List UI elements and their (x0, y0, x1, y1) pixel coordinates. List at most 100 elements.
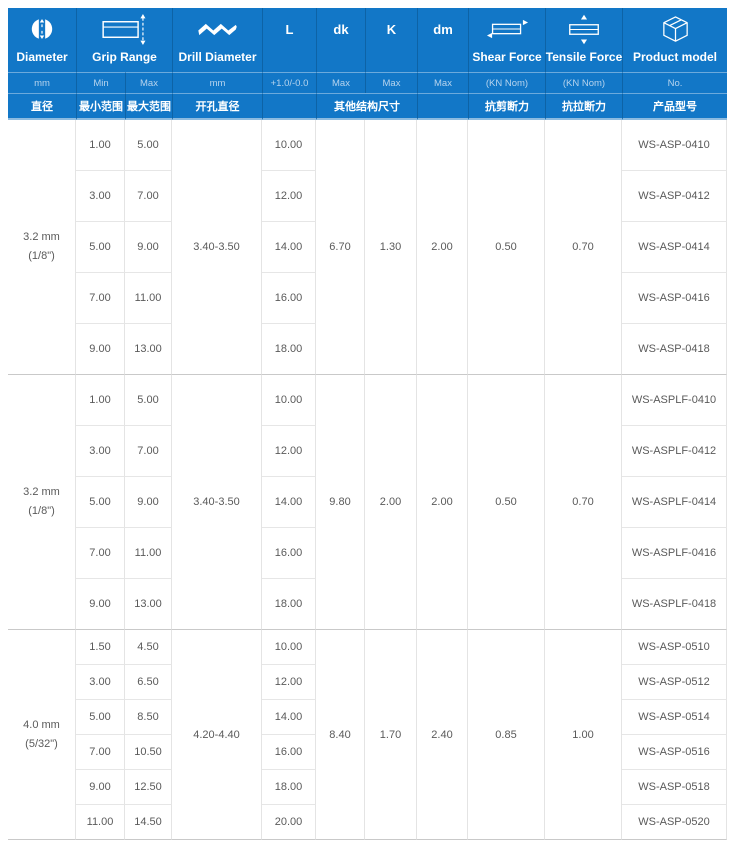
cell-dm: 2.40 (417, 630, 468, 840)
diameter-icon (29, 8, 55, 50)
cell-grip-max: 11.00 (125, 273, 172, 324)
cell-product-model: WS-ASP-0520 (622, 805, 727, 840)
table-row: 9.00 12.50 18.00 WS-ASP-0518 (8, 770, 727, 805)
cell-tensile-force: 1.00 (545, 630, 622, 840)
cell-dm: 2.00 (417, 375, 468, 630)
table-row: 5.00 9.00 14.00 WS-ASPLF-0414 (8, 477, 727, 528)
col-product-model: Product model (622, 8, 727, 72)
table-row: 9.00 13.00 18.00 WS-ASP-0418 (8, 324, 727, 375)
cell-length: 10.00 (262, 120, 316, 171)
cell-grip-max: 6.50 (125, 665, 172, 700)
cn-grip-min: 最小范围 (76, 93, 125, 120)
col-dm: dm (417, 8, 468, 72)
table-row: 5.00 8.50 14.00 WS-ASP-0514 (8, 700, 727, 735)
unit-k: Max (365, 72, 417, 93)
cn-dm (417, 93, 468, 120)
header-chinese-row: 直径 最小范围 最大范围 开孔直径 其他结构尺寸 抗剪断力 抗拉断力 产品型号 (8, 93, 727, 120)
unit-length: +1.0/-0.0 (262, 72, 316, 93)
cell-product-model: WS-ASP-0414 (622, 222, 727, 273)
cell-length: 18.00 (262, 324, 316, 375)
cell-grip-max: 8.50 (125, 700, 172, 735)
table-row: 7.00 10.50 16.00 WS-ASP-0516 (8, 735, 727, 770)
cell-dk: 6.70 (316, 120, 365, 375)
cell-drill-diameter: 3.40-3.50 (172, 120, 262, 375)
grip-range-icon (101, 8, 148, 50)
unit-dm: Max (417, 72, 468, 93)
cell-length: 18.00 (262, 579, 316, 630)
cell-grip-min: 3.00 (76, 665, 125, 700)
cell-shear-force: 0.85 (468, 630, 545, 840)
cell-grip-max: 5.00 (125, 375, 172, 426)
cell-grip-min: 7.00 (76, 528, 125, 579)
cn-model: 产品型号 (622, 93, 727, 120)
cn-diameter: 直径 (8, 93, 76, 120)
cell-length: 18.00 (262, 770, 316, 805)
cell-length: 10.00 (262, 630, 316, 665)
cell-grip-min: 1.00 (76, 375, 125, 426)
cell-grip-min: 11.00 (76, 805, 125, 840)
unit-tensile: (KN Nom) (545, 72, 622, 93)
cell-tensile-force: 0.70 (545, 375, 622, 630)
cell-grip-min: 9.00 (76, 324, 125, 375)
unit-drill: mm (172, 72, 262, 93)
header-icon-row: Diameter Grip Range (8, 8, 727, 72)
cell-k: 2.00 (365, 375, 417, 630)
table-row: 3.2 mm (1/8") 1.00 5.00 3.40-3.50 10.00 6.70 1.… (8, 120, 727, 375)
cell-dk: 9.80 (316, 375, 365, 630)
cell-tensile-force: 0.70 (545, 120, 622, 375)
cell-drill-diameter: 4.20-4.40 (172, 630, 262, 840)
table-row: 3.00 7.00 12.00 WS-ASPLF-0412 (8, 426, 727, 477)
cell-length: 16.00 (262, 735, 316, 770)
cell-grip-min: 1.00 (76, 120, 125, 171)
cell-grip-max: 7.00 (125, 426, 172, 477)
col-grip-range: Grip Range (76, 8, 172, 72)
cell-length: 12.00 (262, 171, 316, 222)
cell-diameter: 4.0 mm (5/32") (8, 630, 76, 840)
product-box-icon (659, 8, 692, 50)
cell-product-model: WS-ASP-0410 (622, 120, 727, 171)
cell-length: 12.00 (262, 426, 316, 477)
cell-shear-force: 0.50 (468, 120, 545, 375)
cell-product-model: WS-ASPLF-0410 (622, 375, 727, 426)
cell-product-model: WS-ASP-0412 (622, 171, 727, 222)
header-unit-row: mm Min Max mm +1.0/-0.0 Max Max Max (KN … (8, 72, 727, 93)
col-k: K (365, 8, 417, 72)
cell-dm: 2.00 (417, 120, 468, 375)
cell-length: 14.00 (262, 477, 316, 528)
col-drill-diameter: Drill Diameter (172, 8, 262, 72)
cn-other-dims: 其他结构尺寸 (316, 93, 417, 120)
col-grip-range-label: Grip Range (92, 50, 157, 64)
cell-product-model: WS-ASP-0514 (622, 700, 727, 735)
tensile-force-icon (565, 8, 603, 50)
cell-grip-max: 7.00 (125, 171, 172, 222)
table-header: Diameter Grip Range (8, 8, 727, 120)
table-row: 7.00 11.00 16.00 WS-ASP-0416 (8, 273, 727, 324)
cell-product-model: WS-ASP-0418 (622, 324, 727, 375)
cell-grip-min: 5.00 (76, 222, 125, 273)
unit-grip-max: Max (125, 72, 172, 93)
unit-grip-min: Min (76, 72, 125, 93)
cell-grip-min: 7.00 (76, 273, 125, 324)
unit-dk: Max (316, 72, 365, 93)
col-dk: dk (316, 8, 365, 72)
cell-grip-min: 3.00 (76, 426, 125, 477)
col-shear-force: Shear Force (468, 8, 545, 72)
cell-dk: 8.40 (316, 630, 365, 840)
cell-grip-max: 14.50 (125, 805, 172, 840)
cell-product-model: WS-ASPLF-0414 (622, 477, 727, 528)
table-row: 4.0 mm (5/32") 1.50 4.50 4.20-4.40 10.00 8.40 1… (8, 630, 727, 840)
table-row: 5.00 9.00 14.00 WS-ASP-0414 (8, 222, 727, 273)
cn-grip-max: 最大范围 (125, 93, 172, 120)
cn-tensile: 抗拉断力 (545, 93, 622, 120)
col-dk-letter: dk (333, 21, 349, 37)
unit-model: No. (622, 72, 727, 93)
cell-product-model: WS-ASP-0416 (622, 273, 727, 324)
cell-k: 1.30 (365, 120, 417, 375)
cell-grip-max: 13.00 (125, 579, 172, 630)
col-tensile-force-label: Tensile Force (545, 50, 623, 64)
cell-grip-max: 5.00 (125, 120, 172, 171)
cn-length (262, 93, 316, 120)
table-row: 7.00 11.00 16.00 WS-ASPLF-0416 (8, 528, 727, 579)
cell-product-model: WS-ASP-0510 (622, 630, 727, 665)
cell-length: 10.00 (262, 375, 316, 426)
